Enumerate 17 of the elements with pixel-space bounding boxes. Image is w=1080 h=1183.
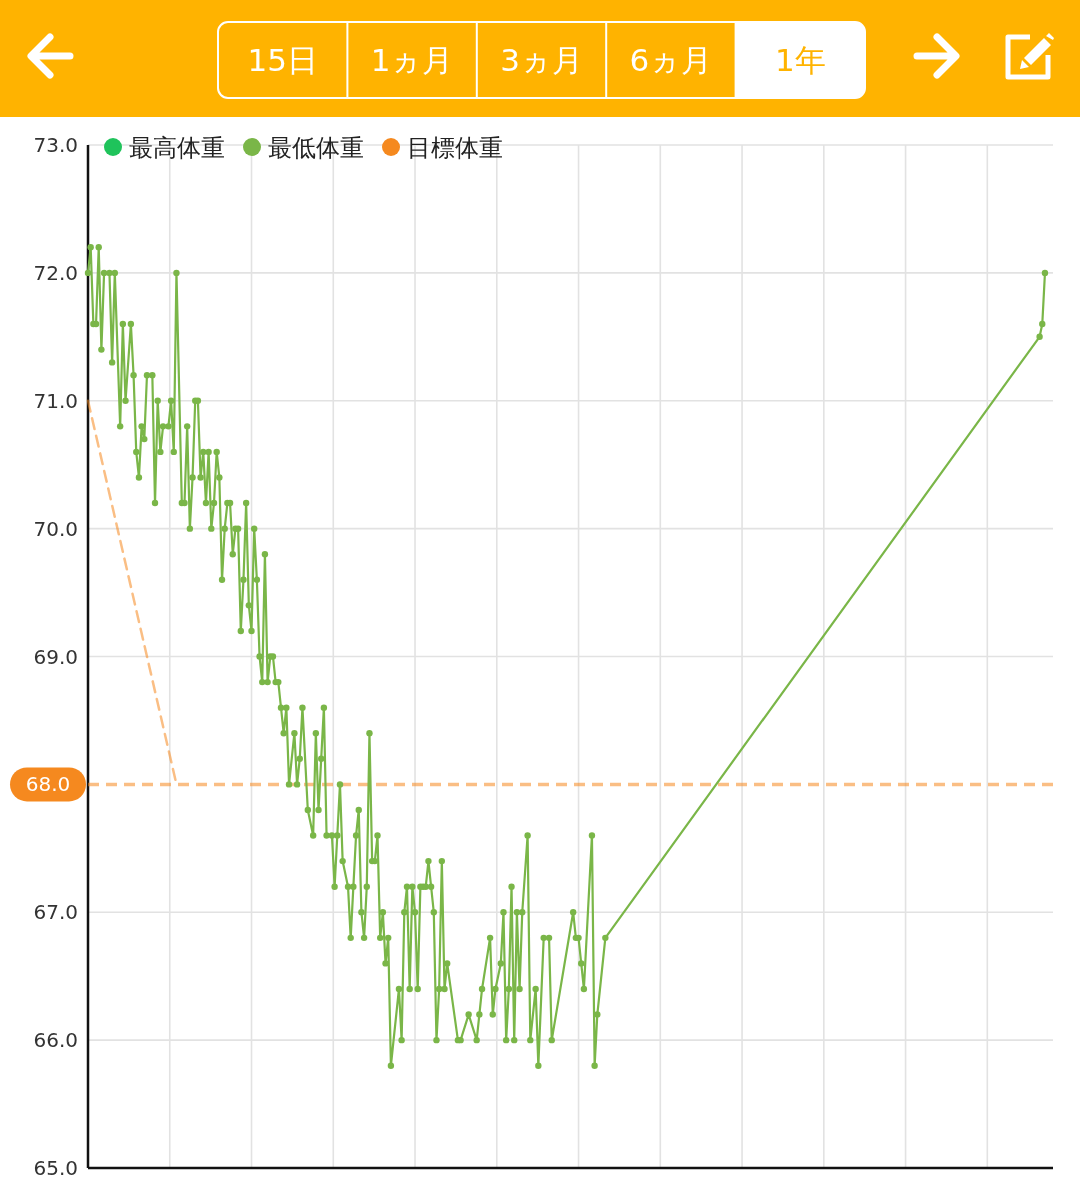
ref-line-label: 68.0 — [25, 772, 71, 797]
y-tick-label: 67.0 — [33, 900, 78, 925]
y-tick-label: 72.0 — [33, 260, 78, 285]
text: 15日 — [247, 42, 318, 78]
y-tick-label: 71.0 — [33, 388, 78, 413]
text: 3ヵ月 — [500, 42, 583, 78]
y-tick-label: 73.0 — [33, 133, 78, 157]
y-tick-label: 70.0 — [33, 516, 78, 541]
legend-label: 目標体重 — [407, 134, 503, 162]
y-tick-label: 65.0 — [33, 1156, 78, 1180]
text: 6ヵ月 — [629, 42, 713, 78]
legend-label: 最低体重 — [268, 134, 364, 162]
text: 1ヵ月 — [370, 42, 454, 78]
legend-label: 最高体重 — [129, 134, 225, 162]
y-tick-label: 66.0 — [33, 1028, 78, 1053]
y-tick-label: 69.0 — [33, 644, 78, 669]
text: 1年 — [774, 42, 826, 78]
